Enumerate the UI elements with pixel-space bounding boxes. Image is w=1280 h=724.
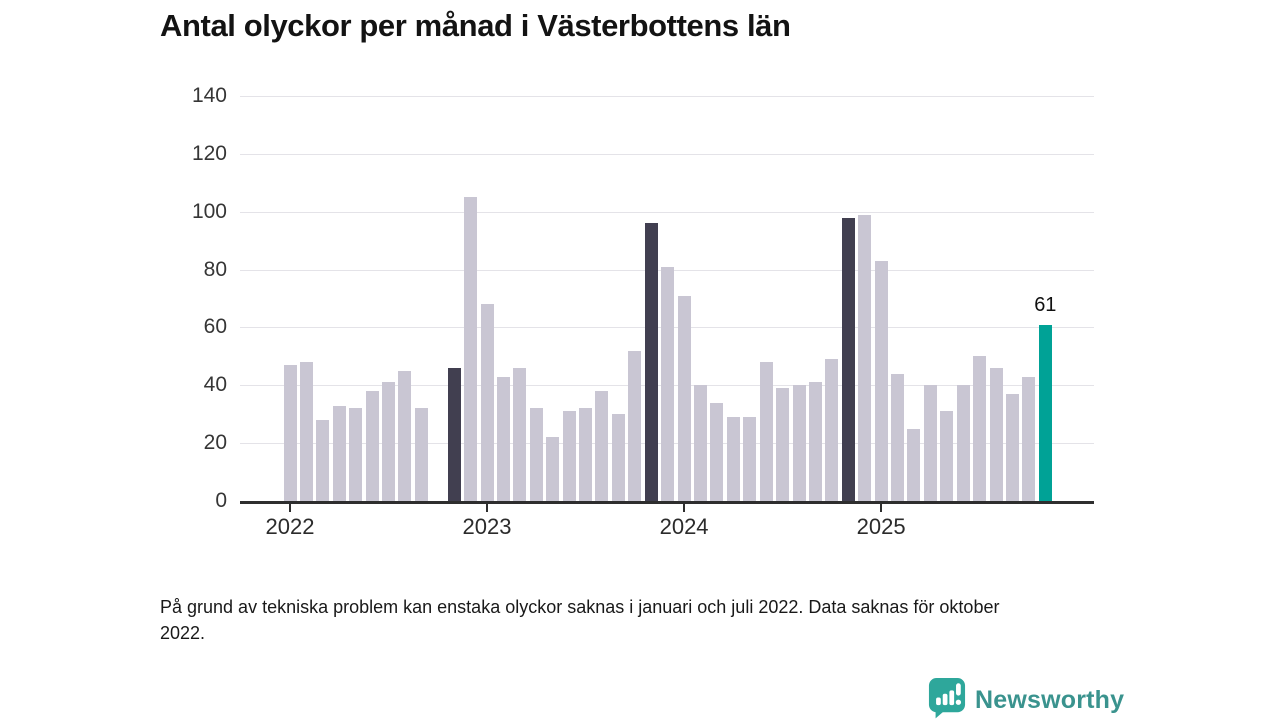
bar-2024-03 xyxy=(710,402,724,502)
x-tick-label-2023: 2023 xyxy=(462,514,512,539)
x-tick-label-2022: 2022 xyxy=(265,514,315,539)
bar-2025-03 xyxy=(907,428,921,502)
chart-footnote: På grund av tekniska problem kan enstaka… xyxy=(160,597,1000,643)
bar-2025-01 xyxy=(874,260,888,502)
newsworthy-speech-bubble-bar-chart-icon xyxy=(928,677,966,724)
x-tick-2023 xyxy=(486,504,489,512)
x-axis-line xyxy=(240,501,1094,504)
bar-2023-12 xyxy=(661,266,675,502)
bar-2022-08 xyxy=(398,370,412,502)
bar-2022-05 xyxy=(349,408,363,502)
bar-2022-03 xyxy=(316,420,330,502)
bar-2023-05 xyxy=(546,437,560,502)
bar-2025-06 xyxy=(956,385,970,502)
y-tick-label-80: 80 xyxy=(203,257,227,281)
bar-2022-11 xyxy=(447,367,461,502)
gridline-100 xyxy=(240,211,1094,213)
bar-2022-01 xyxy=(283,365,297,502)
bar-2025-02 xyxy=(891,373,905,502)
bar-2025-11 xyxy=(1038,324,1052,502)
bar-2024-01 xyxy=(677,295,691,502)
x-tick-2022 xyxy=(289,504,291,512)
bar-2025-07 xyxy=(973,356,987,502)
x-tick-2024 xyxy=(683,504,686,512)
bar-2022-09 xyxy=(414,408,428,502)
gridline-140 xyxy=(240,96,1094,97)
y-tick-label-140: 140 xyxy=(191,84,227,107)
y-tick-label-100: 100 xyxy=(191,199,227,223)
x-tick-2025 xyxy=(880,504,883,512)
bar-2024-05 xyxy=(743,417,757,502)
bar-2022-06 xyxy=(365,391,379,502)
bar-2023-04 xyxy=(529,408,543,502)
bar-2023-02 xyxy=(496,376,510,502)
bar-2024-02 xyxy=(694,385,707,502)
newsworthy-logo-text: Newsworthy xyxy=(975,686,1125,714)
value-label-2025-11: 61 xyxy=(1034,293,1057,316)
bar-2022-02 xyxy=(299,362,313,502)
bar-2023-10 xyxy=(628,350,642,502)
x-tick-label-2025: 2025 xyxy=(856,514,906,539)
bar-2024-08 xyxy=(792,385,806,502)
bar-2025-10 xyxy=(1022,376,1036,502)
bar-2024-09 xyxy=(808,382,822,502)
bar-2024-10 xyxy=(825,359,839,502)
bar-2024-12 xyxy=(858,214,872,502)
x-tick-label-2024: 2024 xyxy=(659,514,709,539)
bar-2025-05 xyxy=(940,411,954,502)
bar-2024-11 xyxy=(841,217,855,502)
bar-2023-07 xyxy=(579,408,593,502)
bar-2025-08 xyxy=(989,367,1003,502)
bar-2023-08 xyxy=(595,391,609,502)
bar-2023-06 xyxy=(562,411,576,502)
y-tick-label-120: 120 xyxy=(191,141,227,165)
newsworthy-logo[interactable]: Newsworthy xyxy=(928,677,1124,724)
chart-title: Antal olyckor per månad i Västerbottens … xyxy=(160,8,791,43)
bar-2022-04 xyxy=(332,405,346,502)
bar-2022-07 xyxy=(382,382,396,502)
y-tick-label-20: 20 xyxy=(203,431,227,455)
y-tick-label-60: 60 xyxy=(203,315,227,339)
bar-2024-06 xyxy=(759,362,773,502)
bar-2023-01 xyxy=(480,304,494,502)
bar-2022-12 xyxy=(464,197,478,502)
bar-2023-03 xyxy=(513,367,527,502)
bar-2023-09 xyxy=(611,414,625,502)
bar-2023-11 xyxy=(644,223,658,502)
bar-2024-04 xyxy=(726,417,740,502)
bar-2024-07 xyxy=(776,388,790,502)
y-tick-label-40: 40 xyxy=(203,373,227,397)
y-tick-label-0: 0 xyxy=(215,489,227,512)
gridline-120 xyxy=(240,153,1094,155)
bar-2025-09 xyxy=(1005,393,1019,502)
bar-2025-04 xyxy=(923,385,937,502)
